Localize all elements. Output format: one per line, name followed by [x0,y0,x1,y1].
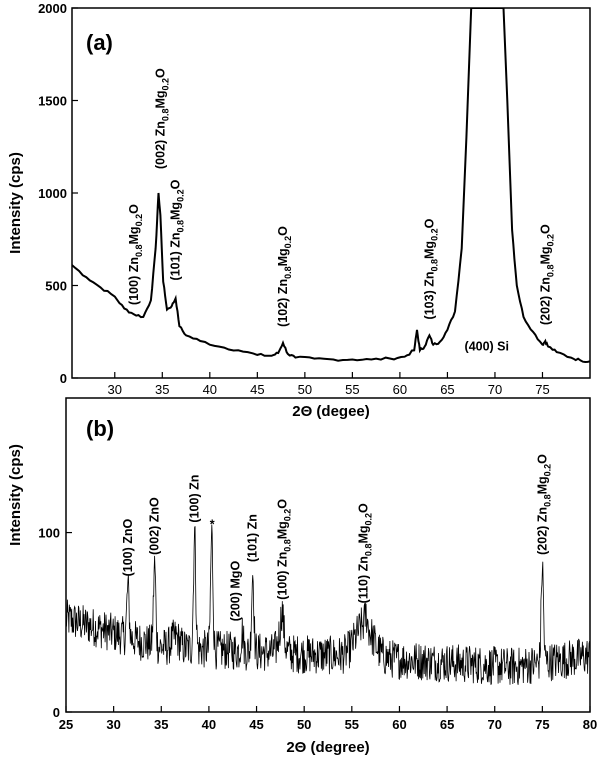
x-axis-label: 2Θ (degree) [286,739,369,756]
x-tick-label: 50 [297,717,311,732]
y-tick-label: 500 [45,279,67,294]
peak-annotation: (100) Zn [188,475,202,523]
peak-annotation: (101) Zn0.8Mg0.2O [169,179,186,280]
x-tick-label: 35 [154,717,168,732]
peak-annotation: (110) Zn0.8Mg0.2O [356,503,373,603]
y-tick-label: 1500 [38,94,67,109]
x-tick-label: 60 [393,382,407,397]
plot-frame [65,397,591,713]
y-axis-label: Intensity (cps) [7,444,24,546]
y-tick-label: 0 [60,371,67,386]
panel-b-chart: 25 30 35 40 45 50 55 60 65 70 75 80 0 100 2Θ (degree) I… [7,397,597,756]
y-tick-label: 1000 [38,186,67,201]
x-tick-label: 70 [488,382,502,397]
peak-annotation: (103) Zn0.8Mg0.2O [422,218,439,319]
peak-annotation: (101) Zn [246,514,260,562]
x-tick-label: 55 [345,382,359,397]
si-peak-annotation: (400) Si [465,339,509,353]
peak-annotation: (100) Zn0.8Mg0.2O [127,204,144,305]
y-tick-label: 100 [38,526,60,541]
peak-annotation: (002) Zn0.8Mg0.2O [153,68,170,169]
x-tick-label: 40 [202,717,216,732]
series-line [72,8,590,364]
peak-annotation: (100) ZnO [121,518,135,576]
x-tick-label: 75 [535,382,549,397]
x-tick-label: 55 [345,717,359,732]
x-tick-label: 45 [250,382,264,397]
y-axis-label: Intensity (cps) [7,152,24,254]
plot-frame [71,7,591,379]
x-tick-label: 30 [108,382,122,397]
x-tick-label: 70 [487,717,501,732]
x-tick-label: 80 [583,717,597,732]
x-tick-label: 65 [440,717,454,732]
panel-label: (a) [86,30,113,55]
y-tick-label: 2000 [38,1,67,16]
x-tick-label: 40 [203,382,217,397]
x-tick-label: 75 [535,717,549,732]
x-tick-label: 45 [249,717,263,732]
peak-annotation: (202) Zn0.8Mg0.2O [535,454,552,555]
peak-annotation: (202) Zn0.8Mg0.2O [538,224,555,325]
x-tick-label: 35 [155,382,169,397]
peak-annotation: (100) Zn0.8Mg0.2O [275,499,292,600]
peak-annotation: (102) Zn0.8Mg0.2O [276,226,293,327]
x-tick-label: 30 [106,717,120,732]
series-line [66,524,590,685]
x-tick-label: 60 [392,717,406,732]
asterisk-annotation: * [210,518,215,532]
x-tick-label: 50 [298,382,312,397]
x-tick-label: 65 [440,382,454,397]
x-axis-label: 2Θ (degee) [292,403,370,420]
panel-label: (b) [86,416,114,441]
y-tick-label: 0 [53,705,60,720]
peak-annotation: (200) MgO [229,561,243,622]
peak-annotation: (002) ZnO [148,497,162,555]
panel-a-chart: 30 35 40 45 50 55 60 65 70 75 0 500 1000 1500 2000 2Θ (… [7,1,591,420]
x-tick-label: 25 [59,717,73,732]
